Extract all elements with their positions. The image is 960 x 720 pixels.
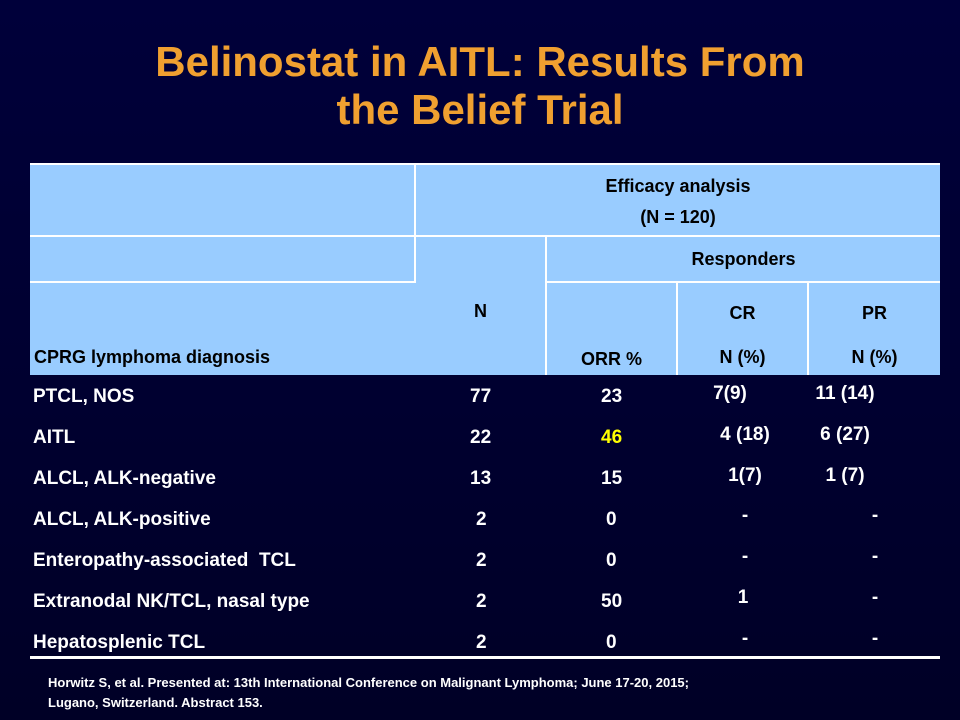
header-col-cr: CR N (%) bbox=[678, 283, 809, 375]
table-bottom-rule bbox=[30, 656, 940, 659]
row-orr: 15 bbox=[601, 468, 623, 489]
row-cr: - bbox=[741, 505, 749, 526]
row-diagnosis: ALCL, ALK-negative bbox=[33, 468, 216, 489]
footnote-line-1: Horwitz S, et al. Presented at: 13th Int… bbox=[48, 675, 689, 690]
header-col-pr: PR N (%) bbox=[809, 283, 940, 375]
col-orr-label: ORR % bbox=[580, 349, 642, 369]
col-cr-unit: N (%) bbox=[719, 347, 766, 367]
row-orr-highlighted: 46 bbox=[601, 427, 623, 448]
header-col-diagnosis: CPRG lymphoma diagnosis bbox=[30, 283, 416, 375]
header-col-n: N bbox=[416, 237, 547, 375]
row-diagnosis: Hepatosplenic TCL bbox=[33, 632, 206, 653]
row-n: 22 bbox=[470, 427, 492, 448]
header-col-orr: ORR % bbox=[547, 283, 678, 375]
row-pr: - bbox=[871, 587, 879, 608]
efficacy-analysis-label: Efficacy analysis bbox=[605, 176, 751, 196]
row-diagnosis: Extranodal NK/TCL, nasal type bbox=[33, 591, 310, 612]
row-n: 13 bbox=[470, 468, 492, 489]
row-orr: 0 bbox=[606, 632, 617, 653]
reference-footnote: Horwitz S, et al. Presented at: 13th Int… bbox=[48, 673, 928, 713]
row-pr: - bbox=[871, 505, 879, 526]
row-cr: 4 (18) bbox=[720, 424, 770, 445]
row-orr: 23 bbox=[601, 386, 623, 407]
row-cr: - bbox=[741, 628, 749, 649]
row-diagnosis: AITL bbox=[33, 427, 76, 448]
responders-label: Responders bbox=[691, 249, 796, 269]
row-orr: 0 bbox=[606, 509, 617, 530]
row-n: 77 bbox=[470, 386, 492, 407]
row-cr: - bbox=[741, 546, 749, 567]
row-diagnosis: Enteropathy-associated TCL bbox=[33, 550, 296, 571]
slide-title-line-2: the Belief Trial bbox=[336, 86, 624, 133]
row-pr: - bbox=[871, 628, 879, 649]
col-pr-unit: N (%) bbox=[851, 347, 898, 367]
col-pr-label: PR bbox=[861, 303, 887, 323]
row-n: 2 bbox=[476, 591, 487, 612]
header-efficacy-analysis: Efficacy analysis (N = 120) bbox=[416, 165, 940, 237]
col-diagnosis-label: CPRG lymphoma diagnosis bbox=[34, 347, 271, 367]
row-pr: 6 (27) bbox=[820, 424, 870, 445]
row-cr: 1(7) bbox=[728, 465, 762, 486]
footnote-line-2: Lugano, Switzerland. Abstract 153. bbox=[48, 695, 263, 710]
header-blank-top-left bbox=[30, 165, 416, 237]
header-blank-middle-left bbox=[30, 237, 416, 283]
row-pr: 1 (7) bbox=[825, 465, 865, 486]
row-cr: 1 bbox=[737, 587, 749, 608]
slide-title: Belinostat in AITL: Results From the Bel… bbox=[0, 38, 960, 134]
row-n: 2 bbox=[476, 509, 487, 530]
row-diagnosis: ALCL, ALK-positive bbox=[33, 509, 211, 530]
col-n-label: N bbox=[474, 301, 487, 321]
row-orr: 0 bbox=[606, 550, 617, 571]
row-n: 2 bbox=[476, 550, 487, 571]
col-cr-label: CR bbox=[729, 303, 756, 323]
row-pr: 11 (14) bbox=[815, 383, 875, 404]
row-orr: 50 bbox=[601, 591, 623, 612]
efficacy-analysis-n: (N = 120) bbox=[640, 207, 716, 227]
row-n: 2 bbox=[476, 632, 487, 653]
row-diagnosis: PTCL, NOS bbox=[33, 386, 135, 407]
header-responders: Responders bbox=[547, 237, 940, 283]
row-pr: - bbox=[871, 546, 879, 567]
slide-title-line-1: Belinostat in AITL: Results From bbox=[155, 38, 805, 85]
table-header: Efficacy analysis (N = 120) N Responders… bbox=[30, 163, 940, 375]
row-cr: 7(9) bbox=[713, 383, 747, 404]
